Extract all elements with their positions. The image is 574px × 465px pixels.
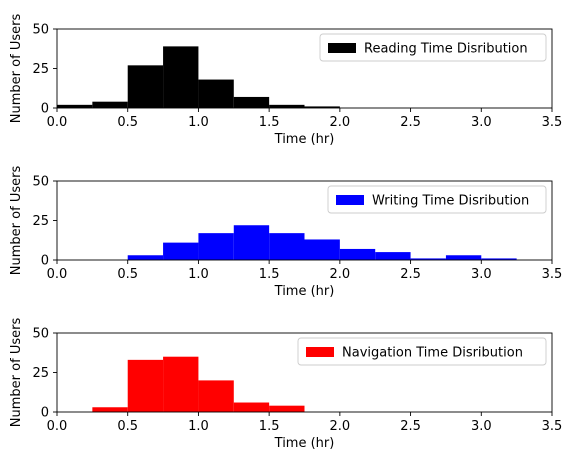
histogram-bar [127, 359, 164, 412]
x-tick-label: 3.5 [542, 115, 563, 130]
y-tick-label: 25 [32, 62, 49, 77]
x-tick-label: 2.0 [330, 267, 351, 282]
x-tick-label: 2.5 [400, 267, 421, 282]
y-axis-label: Number of Users [9, 318, 24, 428]
y-tick-label: 0 [41, 102, 49, 117]
histogram-bar [445, 255, 482, 260]
legend-swatch [336, 195, 364, 205]
histogram-bar [92, 101, 128, 108]
y-tick-label: 50 [32, 327, 49, 342]
x-tick-label: 1.0 [188, 115, 209, 130]
histogram-bar [375, 252, 411, 260]
x-tick-label: 1.0 [188, 419, 209, 434]
histogram-bar [481, 258, 517, 260]
legend: Writing Time Disribution [327, 185, 547, 214]
histogram-bar [127, 255, 164, 260]
x-tick-label: 2.0 [330, 419, 351, 434]
subplot-2: 0.0 0.5 1.0 1.5 2.0 2.5 3.0 3.5 0 25 50 Time (hr) Nu… [9, 166, 562, 299]
legend: Reading Time Disribution [319, 33, 547, 62]
x-tick-label: 2.5 [400, 419, 421, 434]
y-axis-label: Number of Users [9, 14, 24, 124]
x-tick-label: 0.5 [117, 115, 138, 130]
legend-box [327, 185, 547, 214]
legend: Navigation Time Disribution [297, 337, 547, 366]
x-axis-label: Time (hr) [274, 436, 335, 451]
histogram-bar [233, 402, 270, 412]
histogram-bar [233, 96, 270, 108]
legend-swatch [306, 347, 334, 357]
y-tick-label: 50 [32, 23, 49, 38]
x-tick-label: 3.0 [471, 419, 492, 434]
x-tick-label: 1.0 [188, 267, 209, 282]
x-axis-label: Time (hr) [274, 132, 335, 147]
x-tick-label: 1.5 [259, 419, 280, 434]
histogram-bar [92, 407, 128, 412]
y-tick-label: 50 [32, 175, 49, 190]
histogram-bar [410, 258, 446, 260]
subplot-1: 0.0 0.5 1.0 1.5 2.0 2.5 3.0 3.5 0 25 50 Time (hr) Nu… [9, 14, 562, 147]
histogram-bar [57, 104, 93, 108]
histogram-bar [163, 46, 199, 108]
x-tick-label: 2.0 [330, 115, 351, 130]
x-tick-label: 0.5 [117, 419, 138, 434]
legend-label: Reading Time Disribution [364, 42, 528, 57]
x-tick-label: 3.5 [542, 267, 563, 282]
x-tick-label: 0.0 [47, 115, 68, 130]
histogram-bar [269, 104, 305, 108]
histogram-bar [198, 79, 234, 108]
histogram-bar [198, 233, 234, 260]
histogram-bar [127, 65, 164, 108]
histogram-bar [269, 233, 305, 260]
x-axis-label: Time (hr) [274, 284, 335, 299]
subplot-3: 0.0 0.5 1.0 1.5 2.0 2.5 3.0 3.5 0 25 50 Time (hr) Nu… [9, 318, 562, 451]
histogram-bar [163, 242, 199, 260]
legend-box [319, 33, 547, 62]
y-tick-label: 25 [32, 366, 49, 381]
x-tick-label: 3.0 [471, 267, 492, 282]
histogram-bar [304, 239, 340, 260]
x-tick-label: 3.0 [471, 115, 492, 130]
legend-swatch [328, 43, 356, 53]
histogram-bar [339, 248, 376, 260]
x-tick-label: 0.5 [117, 267, 138, 282]
legend-box [297, 337, 547, 366]
histogram-bar [269, 405, 305, 412]
histogram-bar [198, 380, 234, 412]
x-tick-label: 3.5 [542, 419, 563, 434]
y-tick-label: 25 [32, 214, 49, 229]
histogram-bar [163, 356, 199, 412]
y-tick-label: 0 [41, 406, 49, 421]
y-tick-label: 0 [41, 254, 49, 269]
legend-label: Writing Time Disribution [372, 194, 529, 209]
x-tick-label: 1.5 [259, 267, 280, 282]
legend-label: Navigation Time Disribution [342, 346, 523, 361]
histogram-bar [233, 225, 270, 260]
histogram-bar [304, 106, 340, 108]
x-tick-label: 0.0 [47, 419, 68, 434]
x-tick-label: 0.0 [47, 267, 68, 282]
y-axis-label: Number of Users [9, 166, 24, 276]
x-tick-label: 1.5 [259, 115, 280, 130]
x-tick-label: 2.5 [400, 115, 421, 130]
